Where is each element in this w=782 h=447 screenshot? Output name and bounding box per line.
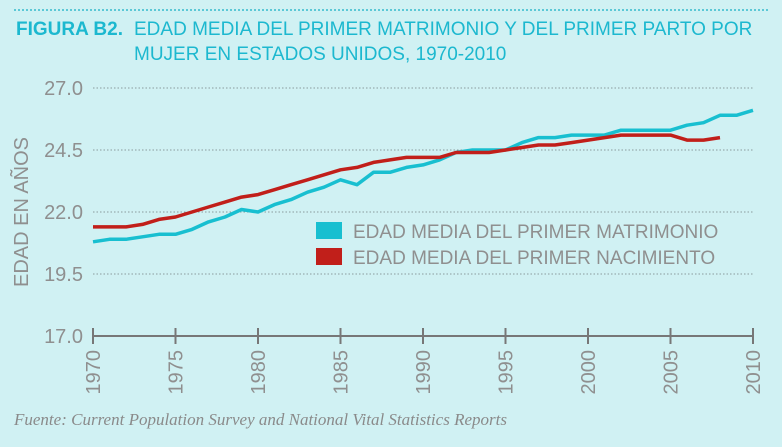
legend-label: EDAD MEDIA DEL PRIMER NACIMIENTO bbox=[353, 248, 715, 269]
x-tick-label: 2000 bbox=[578, 350, 600, 395]
x-tick-label: 2010 bbox=[743, 350, 765, 395]
series-line-marriage bbox=[92, 108, 754, 244]
legend-swatch bbox=[316, 222, 342, 239]
chart-title: FIGURA B2. EDAD MEDIA DEL PRIMER MATRIMO… bbox=[16, 17, 752, 65]
y-axis-label: EDAD EN AÑOS bbox=[9, 137, 33, 287]
y-tick-label: 22.0 bbox=[44, 202, 83, 224]
x-tick-label: 1970 bbox=[83, 350, 105, 395]
series-line-birth bbox=[93, 133, 721, 229]
legend-swatch bbox=[316, 248, 342, 265]
x-tick-label: 2005 bbox=[661, 350, 683, 395]
source-note: Fuente: Current Population Survey and Na… bbox=[14, 410, 507, 429]
x-tick-label: 1975 bbox=[166, 350, 188, 395]
figure-label: FIGURA B2. bbox=[16, 19, 123, 40]
x-tick-label: 1980 bbox=[248, 350, 270, 395]
legend-label: EDAD MEDIA DEL PRIMER MATRIMONIO bbox=[353, 222, 718, 243]
x-tick-label: 1995 bbox=[496, 350, 518, 395]
y-tick-label: 17.0 bbox=[44, 326, 83, 348]
x-tick-label: 1990 bbox=[413, 350, 435, 395]
y-tick-label: 19.5 bbox=[44, 264, 83, 286]
y-tick-label: 24.5 bbox=[44, 140, 83, 162]
title-text: EDAD MEDIA DEL PRIMER MATRIMONIO Y DEL P… bbox=[134, 19, 753, 65]
x-tick-label: 1985 bbox=[331, 350, 353, 395]
top-divider bbox=[14, 9, 768, 11]
y-tick-label: 27.0 bbox=[44, 78, 83, 100]
